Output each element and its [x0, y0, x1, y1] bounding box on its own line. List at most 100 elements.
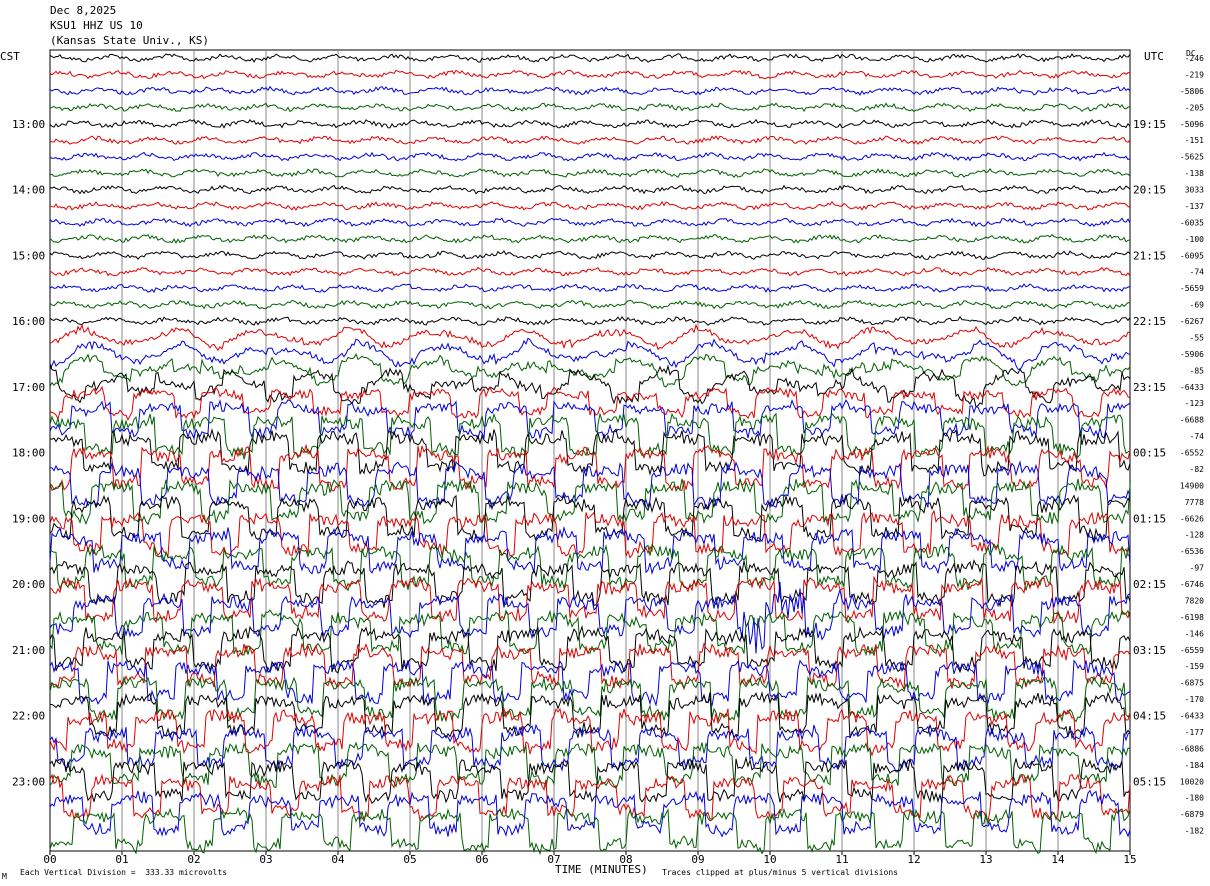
trace-row: [49, 581, 1131, 654]
dc-offset-label: -123: [1185, 399, 1204, 408]
trace-row: [49, 299, 1131, 310]
cst-hour-label: 18:00: [12, 447, 45, 460]
trace-row: [49, 789, 1131, 838]
cst-hour-label: 15:00: [12, 249, 45, 262]
dc-offset-label: 3033: [1185, 186, 1204, 195]
utc-hour-label: 19:15: [1133, 118, 1166, 131]
utc-hour-label: 00:15: [1133, 447, 1166, 460]
utc-hour-label: 20:15: [1133, 184, 1166, 197]
trace-row: [49, 443, 1131, 492]
cst-axis-title: CST: [0, 50, 20, 63]
utc-hour-label: 03:15: [1133, 644, 1166, 657]
dc-offset-label: 7778: [1185, 498, 1204, 507]
x-tick-label: 13: [979, 853, 992, 866]
trace-row: [49, 478, 1131, 526]
trace-row: [49, 266, 1131, 277]
cst-hour-label: 13:00: [12, 118, 45, 131]
trace-row: [49, 283, 1131, 293]
x-tick-label: 11: [835, 853, 848, 866]
station-label: KSU1 HHZ US 10: [50, 19, 143, 32]
x-axis-title: TIME (MINUTES): [555, 863, 648, 876]
dc-offset-label: -219: [1185, 70, 1204, 79]
trace-row: [49, 200, 1131, 211]
dc-offset-label: 7820: [1185, 596, 1204, 605]
dc-offset-label: -6095: [1180, 251, 1204, 260]
dc-offset-label: -6433: [1180, 712, 1204, 721]
x-tick-label: 12: [907, 853, 920, 866]
x-tick-label: 05: [403, 853, 416, 866]
trace-row: [49, 558, 1131, 608]
trace-row: [49, 741, 1131, 790]
x-tick-label: 00: [43, 853, 56, 866]
trace-row: [49, 494, 1131, 543]
trace-row: [49, 624, 1131, 674]
x-tick-label: 09: [691, 853, 704, 866]
utc-hour-label: 04:15: [1133, 710, 1166, 723]
trace-row: [49, 250, 1131, 260]
dc-offset-label: -182: [1185, 827, 1204, 836]
trace-row: [49, 642, 1131, 691]
trace-row: [49, 675, 1131, 724]
utc-hour-label: 05:15: [1133, 775, 1166, 788]
dc-offset-label: -137: [1185, 202, 1204, 211]
corner-mark: M: [2, 872, 7, 881]
dc-offset-label: 14900: [1180, 481, 1204, 490]
dc-offset-label: -5806: [1180, 87, 1204, 96]
dc-offset-label: -180: [1185, 794, 1204, 803]
dc-offset-label: -6875: [1180, 679, 1204, 688]
dc-offset-label: -6688: [1180, 416, 1204, 425]
utc-axis-title: UTC: [1144, 50, 1164, 63]
trace-row: [49, 168, 1131, 178]
x-tick-label: 10: [763, 853, 776, 866]
utc-hour-label: 22:15: [1133, 315, 1166, 328]
cst-hour-label: 17:00: [12, 381, 45, 394]
dc-offset-label: -6035: [1180, 218, 1204, 227]
trace-row: [49, 184, 1131, 195]
trace-row: [49, 659, 1131, 707]
dc-axis-title: DC: [1186, 49, 1196, 58]
cst-hour-label: 16:00: [12, 315, 45, 328]
clip-footnote: Traces clipped at plus/minus 5 vertical …: [662, 868, 899, 877]
plot-frame: [49, 49, 1131, 852]
dc-offset-label: -6198: [1180, 613, 1204, 622]
cst-hour-label: 20:00: [12, 578, 45, 591]
x-tick-label: 03: [259, 853, 272, 866]
trace-row: [49, 756, 1131, 805]
trace-row: [49, 217, 1131, 228]
dc-offset-label: -184: [1185, 761, 1204, 770]
dc-offset-label: -97: [1190, 564, 1205, 573]
dc-offset-label: -6626: [1180, 514, 1204, 523]
trace-row: [49, 460, 1131, 510]
x-tick-label: 01: [115, 853, 128, 866]
cst-hour-label: 19:00: [12, 512, 45, 525]
x-tick-label: 04: [331, 853, 345, 866]
dc-offset-label: -246: [1185, 54, 1204, 63]
trace-row: [49, 509, 1131, 559]
x-tick-label: 15: [1123, 853, 1136, 866]
dc-offset-label: -128: [1185, 531, 1204, 540]
cst-hour-label: 22:00: [12, 710, 45, 723]
dc-offset-label: -6552: [1180, 449, 1204, 458]
trace-row: [49, 233, 1131, 244]
trace-row: [49, 337, 1131, 371]
trace-row: [49, 543, 1131, 592]
trace-row: [49, 399, 1131, 441]
dc-offset-label: -6746: [1180, 580, 1204, 589]
dc-offset-label: -146: [1185, 629, 1204, 638]
dc-offset-label: -5625: [1180, 153, 1204, 162]
dc-offset-label: -6886: [1180, 744, 1204, 753]
dc-offset-label: -74: [1190, 432, 1205, 441]
dc-offset-label: -6433: [1180, 383, 1204, 392]
x-tick-label: 02: [187, 853, 200, 866]
cst-hour-label: 21:00: [12, 644, 45, 657]
dc-offset-label: -6267: [1180, 317, 1204, 326]
scale-footnote: Each Vertical Division = 333.33 microvol…: [20, 868, 228, 877]
cst-hour-label: 14:00: [12, 184, 45, 197]
trace-row: [49, 53, 1131, 63]
trace-row: [49, 69, 1131, 80]
trace-row: [49, 428, 1131, 477]
dc-offset-label: -82: [1190, 465, 1205, 474]
cst-hour-label: 23:00: [12, 775, 45, 788]
date-label: Dec 8,2025: [50, 4, 117, 17]
utc-hour-label: 01:15: [1133, 512, 1166, 525]
